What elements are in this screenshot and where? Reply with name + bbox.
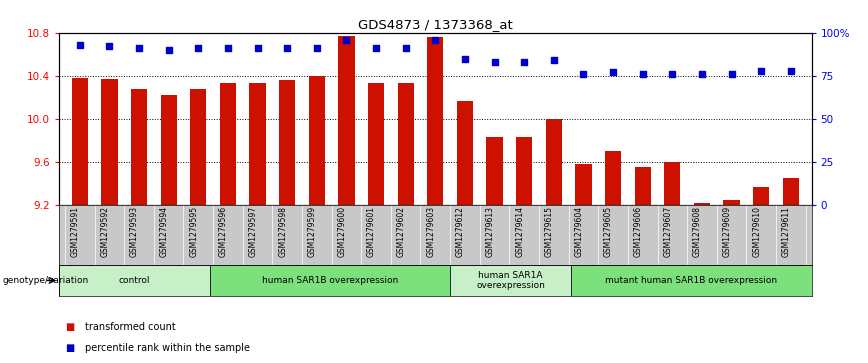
- Text: GSM1279606: GSM1279606: [634, 206, 642, 257]
- Text: mutant human SAR1B overexpression: mutant human SAR1B overexpression: [605, 276, 777, 285]
- Bar: [59, 265, 209, 296]
- Text: GSM1279603: GSM1279603: [426, 206, 435, 257]
- Bar: [605, 151, 621, 205]
- Bar: [398, 83, 414, 205]
- Text: control: control: [119, 276, 150, 285]
- Bar: [279, 80, 295, 205]
- Bar: [635, 167, 651, 205]
- Bar: [161, 95, 177, 205]
- Bar: [309, 76, 325, 205]
- Text: GSM1279611: GSM1279611: [782, 206, 791, 257]
- Bar: [209, 265, 450, 296]
- Point: [725, 71, 739, 77]
- Text: ■: ■: [65, 343, 75, 354]
- Point: [754, 68, 768, 74]
- Point: [695, 71, 709, 77]
- Point: [458, 56, 472, 61]
- Bar: [664, 162, 681, 205]
- Bar: [486, 137, 503, 205]
- Text: GSM1279599: GSM1279599: [308, 206, 317, 257]
- Text: GSM1279613: GSM1279613: [485, 206, 495, 257]
- Text: GSM1279601: GSM1279601: [367, 206, 376, 257]
- Point: [102, 44, 116, 49]
- Text: GSM1279612: GSM1279612: [456, 206, 465, 257]
- Bar: [450, 265, 571, 296]
- Point: [161, 47, 175, 53]
- Text: GSM1279608: GSM1279608: [693, 206, 702, 257]
- Point: [547, 57, 561, 63]
- Point: [576, 71, 590, 77]
- Text: GSM1279597: GSM1279597: [248, 206, 258, 257]
- Text: GSM1279591: GSM1279591: [71, 206, 80, 257]
- Text: GSM1279598: GSM1279598: [278, 206, 287, 257]
- Text: GSM1279593: GSM1279593: [130, 206, 139, 257]
- Point: [73, 42, 87, 48]
- Text: GSM1279604: GSM1279604: [575, 206, 583, 257]
- Text: GSM1279596: GSM1279596: [219, 206, 228, 257]
- Text: GSM1279615: GSM1279615: [545, 206, 554, 257]
- Text: genotype/variation: genotype/variation: [3, 276, 89, 285]
- Bar: [190, 89, 207, 205]
- Bar: [72, 78, 88, 205]
- Text: GSM1279592: GSM1279592: [101, 206, 109, 257]
- Text: human SAR1B overexpression: human SAR1B overexpression: [262, 276, 398, 285]
- Point: [606, 69, 620, 75]
- Text: human SAR1A
overexpression: human SAR1A overexpression: [477, 271, 545, 290]
- Text: GSM1279610: GSM1279610: [753, 206, 761, 257]
- Text: GSM1279602: GSM1279602: [397, 206, 405, 257]
- Point: [251, 45, 265, 51]
- Title: GDS4873 / 1373368_at: GDS4873 / 1373368_at: [358, 19, 513, 32]
- Text: GSM1279594: GSM1279594: [160, 206, 168, 257]
- Point: [280, 45, 294, 51]
- Text: GSM1279595: GSM1279595: [189, 206, 198, 257]
- Point: [488, 59, 502, 65]
- Text: transformed count: transformed count: [85, 322, 176, 332]
- Bar: [546, 119, 562, 205]
- Bar: [220, 83, 236, 205]
- Point: [398, 45, 412, 51]
- Point: [635, 71, 649, 77]
- Text: percentile rank within the sample: percentile rank within the sample: [85, 343, 250, 354]
- Bar: [457, 101, 473, 205]
- Point: [784, 68, 798, 74]
- Bar: [783, 178, 799, 205]
- Text: GSM1279600: GSM1279600: [338, 206, 346, 257]
- Bar: [753, 187, 769, 205]
- Bar: [102, 79, 117, 205]
- Point: [339, 37, 353, 42]
- Text: GSM1279605: GSM1279605: [604, 206, 613, 257]
- Bar: [339, 36, 354, 205]
- Text: GSM1279607: GSM1279607: [663, 206, 673, 257]
- Point: [221, 45, 235, 51]
- Bar: [571, 265, 812, 296]
- Text: GSM1279609: GSM1279609: [722, 206, 732, 257]
- Bar: [131, 89, 148, 205]
- Bar: [427, 37, 444, 205]
- Point: [517, 59, 531, 65]
- Point: [428, 37, 442, 42]
- Point: [310, 45, 324, 51]
- Point: [369, 45, 383, 51]
- Bar: [694, 203, 710, 205]
- Text: GSM1279614: GSM1279614: [516, 206, 524, 257]
- Bar: [249, 83, 266, 205]
- Bar: [516, 137, 532, 205]
- Bar: [368, 83, 385, 205]
- Text: ■: ■: [65, 322, 75, 332]
- Point: [191, 45, 205, 51]
- Bar: [723, 200, 740, 205]
- Point: [132, 45, 146, 51]
- Point: [666, 71, 680, 77]
- Bar: [575, 164, 592, 205]
